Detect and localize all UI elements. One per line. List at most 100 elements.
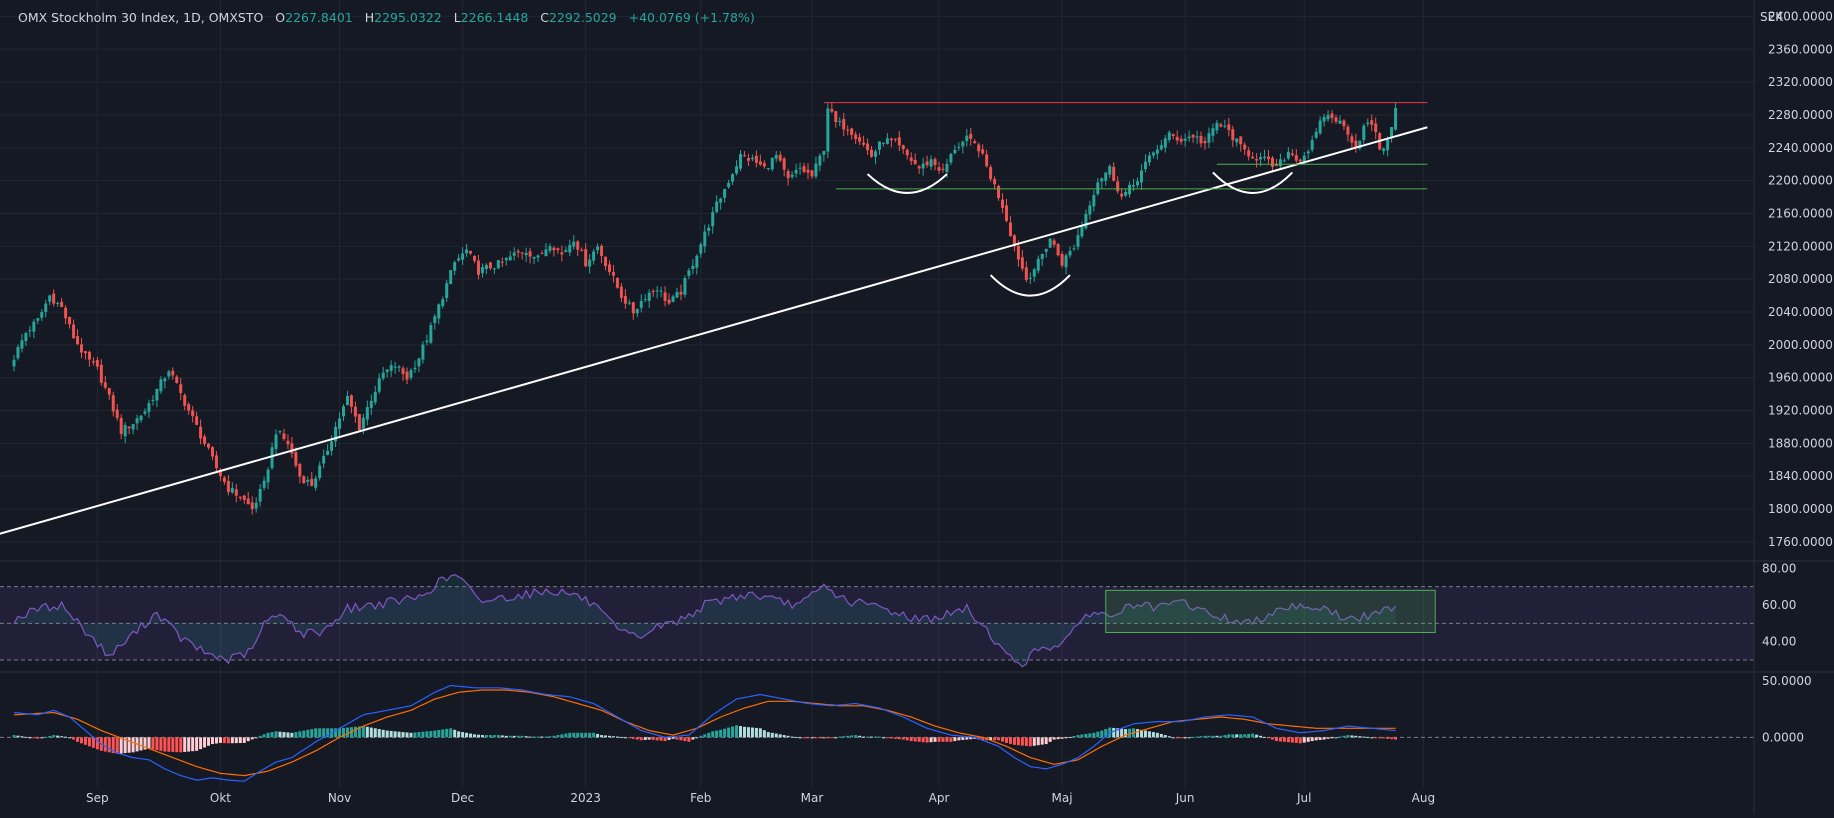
candle-body[interactable] (107, 388, 111, 395)
candle-body[interactable] (1036, 258, 1040, 271)
candle-body[interactable] (596, 246, 600, 251)
candle-body[interactable] (814, 163, 818, 177)
candle-body[interactable] (16, 347, 20, 359)
candle-body[interactable] (981, 149, 985, 154)
candle-body[interactable] (961, 141, 965, 147)
candle-body[interactable] (540, 253, 544, 255)
candle-body[interactable] (242, 495, 246, 500)
candle-body[interactable] (588, 259, 592, 267)
candle-body[interactable] (639, 300, 643, 308)
candle-body[interactable] (679, 291, 683, 295)
candle-body[interactable] (79, 344, 83, 353)
candle-body[interactable] (1020, 257, 1024, 269)
candle-body[interactable] (897, 137, 901, 146)
candle-body[interactable] (401, 368, 405, 374)
candle-body[interactable] (1286, 151, 1290, 159)
arc-drawing[interactable] (866, 173, 948, 194)
candle-body[interactable] (349, 395, 353, 407)
candle-body[interactable] (739, 154, 743, 169)
candle-body[interactable] (135, 418, 139, 424)
candle-body[interactable] (68, 316, 72, 325)
candle-body[interactable] (417, 358, 421, 367)
candle-body[interactable] (1207, 133, 1211, 143)
candle-body[interactable] (1374, 123, 1378, 133)
candle-body[interactable] (413, 367, 417, 370)
candle-body[interactable] (445, 283, 449, 299)
candle-body[interactable] (512, 252, 516, 256)
candle-body[interactable] (842, 119, 846, 130)
candle-body[interactable] (441, 299, 445, 307)
candle-body[interactable] (211, 447, 214, 457)
candle-body[interactable] (1191, 134, 1195, 138)
candle-body[interactable] (1235, 138, 1239, 143)
candle-body[interactable] (1064, 255, 1068, 268)
candle-body[interactable] (429, 325, 433, 343)
candle-body[interactable] (1183, 138, 1187, 141)
rsi-highlight-box[interactable] (1105, 589, 1436, 633)
candle-body[interactable] (556, 248, 560, 251)
candle-body[interactable] (214, 455, 218, 469)
candle-body[interactable] (1386, 139, 1390, 151)
candle-body[interactable] (703, 231, 707, 247)
candle-body[interactable] (965, 135, 969, 141)
candle-body[interactable] (425, 340, 429, 343)
candle-body[interactable] (524, 252, 528, 256)
candle-body[interactable] (846, 129, 850, 131)
candle-body[interactable] (1171, 134, 1175, 137)
candle-body[interactable] (326, 450, 330, 455)
candle-body[interactable] (782, 158, 786, 170)
candle-body[interactable] (1267, 156, 1271, 160)
candle-body[interactable] (1306, 151, 1310, 154)
candle-body[interactable] (699, 244, 703, 254)
candle-body[interactable] (997, 185, 1001, 198)
candle-body[interactable] (1255, 159, 1259, 161)
candle-body[interactable] (901, 145, 905, 150)
candle-body[interactable] (151, 400, 155, 402)
candle-body[interactable] (1104, 172, 1108, 181)
candle-body[interactable] (199, 426, 203, 439)
candle-body[interactable] (250, 502, 254, 509)
candle-body[interactable] (1016, 246, 1020, 260)
candle-body[interactable] (778, 154, 782, 161)
candle-body[interactable] (810, 170, 814, 177)
candle-body[interactable] (504, 258, 508, 261)
candle-body[interactable] (492, 268, 496, 270)
candle-body[interactable] (1358, 140, 1362, 149)
candle-body[interactable] (334, 426, 338, 442)
candle-body[interactable] (433, 316, 437, 323)
candle-body[interactable] (290, 443, 294, 454)
candle-body[interactable] (449, 270, 453, 284)
candle-body[interactable] (183, 395, 187, 406)
candle-body[interactable] (858, 137, 862, 142)
candle-body[interactable] (937, 167, 941, 171)
candle-body[interactable] (1024, 267, 1028, 280)
candle-body[interactable] (191, 410, 195, 417)
candle-body[interactable] (20, 340, 24, 349)
arc-drawing[interactable] (1212, 171, 1294, 194)
candle-body[interactable] (365, 407, 369, 420)
candle-body[interactable] (1199, 136, 1203, 144)
candle-body[interactable] (552, 247, 556, 251)
candle-body[interactable] (238, 496, 242, 499)
candle-body[interactable] (735, 166, 739, 174)
candle-body[interactable] (476, 260, 480, 275)
candle-body[interactable] (1294, 155, 1298, 161)
rsi-line[interactable] (13, 574, 1397, 668)
candle-body[interactable] (437, 304, 441, 319)
candle-body[interactable] (1163, 138, 1167, 148)
candle-body[interactable] (1362, 125, 1366, 141)
candle-body[interactable] (1068, 250, 1072, 256)
candle-body[interactable] (175, 376, 179, 384)
candle-body[interactable] (1096, 182, 1100, 194)
candle-body[interactable] (1001, 199, 1005, 208)
candle-body[interactable] (187, 404, 191, 411)
candle-body[interactable] (1215, 122, 1219, 131)
candle-body[interactable] (770, 157, 774, 170)
candle-body[interactable] (830, 109, 834, 112)
candle-body[interactable] (870, 149, 874, 157)
candle-body[interactable] (484, 264, 488, 270)
candle-body[interactable] (127, 426, 131, 429)
candle-body[interactable] (969, 133, 973, 139)
